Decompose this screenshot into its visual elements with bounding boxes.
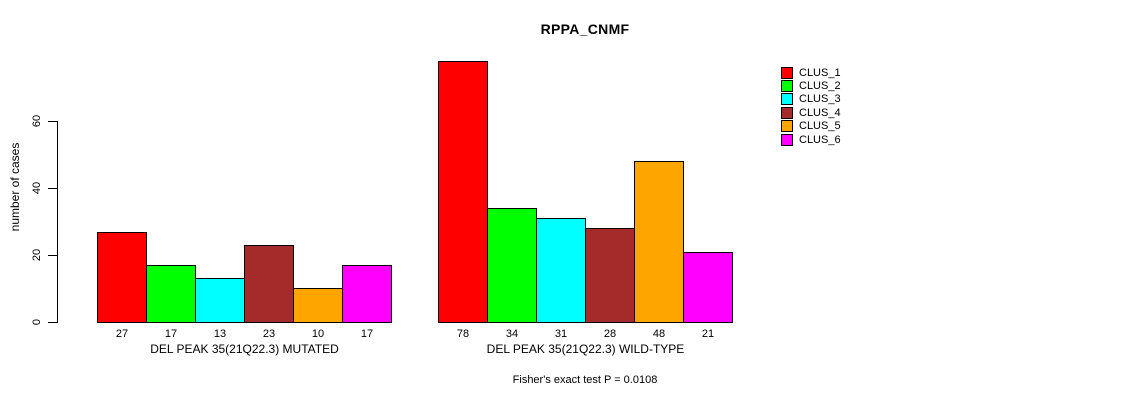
bar-value-label: 13 <box>213 328 227 340</box>
legend-swatch <box>781 106 793 119</box>
legend-label: CLUS_3 <box>799 93 841 106</box>
group-label-wildtype: DEL PEAK 35(21Q22.3) WILD-TYPE <box>486 342 685 356</box>
y-axis-tick-label: 60 <box>31 114 43 128</box>
y-axis-label: number of cases <box>8 142 22 232</box>
bar-value-label: 31 <box>554 328 568 340</box>
bar-value-label: 17 <box>164 328 178 340</box>
legend-item: CLUS_4 <box>781 106 841 119</box>
bar-clus_4 <box>585 228 635 323</box>
legend-label: CLUS_5 <box>799 120 841 133</box>
legend-item: CLUS_5 <box>781 120 841 133</box>
legend-swatch <box>781 120 793 133</box>
y-axis-tick <box>48 121 58 122</box>
legend-swatch <box>781 93 793 106</box>
legend-label: CLUS_1 <box>799 66 841 79</box>
bar-value-label: 17 <box>360 328 374 340</box>
legend-swatch <box>781 133 793 146</box>
bar-value-label: 34 <box>505 328 519 340</box>
fisher-test-annotation: Fisher's exact test P = 0.0108 <box>512 374 658 386</box>
bar-clus_6 <box>683 252 733 323</box>
bar-clus_1 <box>438 61 488 323</box>
legend-swatch <box>781 66 793 79</box>
bar-clus_2 <box>487 208 537 323</box>
bar-clus_5 <box>634 161 684 323</box>
y-axis-line <box>57 121 58 323</box>
y-axis-tick <box>48 255 58 256</box>
y-axis-tick <box>48 322 58 323</box>
legend-label: CLUS_6 <box>799 133 841 146</box>
bar-value-label: 21 <box>701 328 715 340</box>
y-axis-tick-label: 0 <box>31 318 43 326</box>
y-axis-tick <box>48 188 58 189</box>
legend-item: CLUS_6 <box>781 133 841 146</box>
legend-swatch <box>781 80 793 93</box>
bar-clus_3 <box>536 218 586 323</box>
bar-value-label: 28 <box>603 328 617 340</box>
bar-value-label: 10 <box>311 328 325 340</box>
legend: CLUS_1 CLUS_2 CLUS_3 CLUS_4 CLUS_5 CLUS_6 <box>781 66 841 146</box>
bar-clus_2 <box>146 265 196 323</box>
bar-value-label: 27 <box>115 328 129 340</box>
bar-clus_5 <box>293 288 343 323</box>
bar-clus_3 <box>195 278 245 323</box>
bar-value-label: 48 <box>652 328 666 340</box>
bar-value-label: 23 <box>262 328 276 340</box>
chart-title: RPPA_CNMF <box>540 21 630 37</box>
bar-value-label: 78 <box>456 328 470 340</box>
bar-clus_6 <box>342 265 392 323</box>
legend-label: CLUS_2 <box>799 80 841 93</box>
legend-item: CLUS_1 <box>781 66 841 79</box>
group-label-mutated: DEL PEAK 35(21Q22.3) MUTATED <box>150 342 339 356</box>
y-axis-tick-label: 20 <box>31 248 43 262</box>
legend-item: CLUS_3 <box>781 93 841 106</box>
legend-label: CLUS_4 <box>799 106 841 119</box>
bar-clus_1 <box>97 232 147 323</box>
y-axis-tick-label: 40 <box>31 181 43 195</box>
legend-item: CLUS_2 <box>781 79 841 93</box>
bar-clus_4 <box>244 245 294 323</box>
